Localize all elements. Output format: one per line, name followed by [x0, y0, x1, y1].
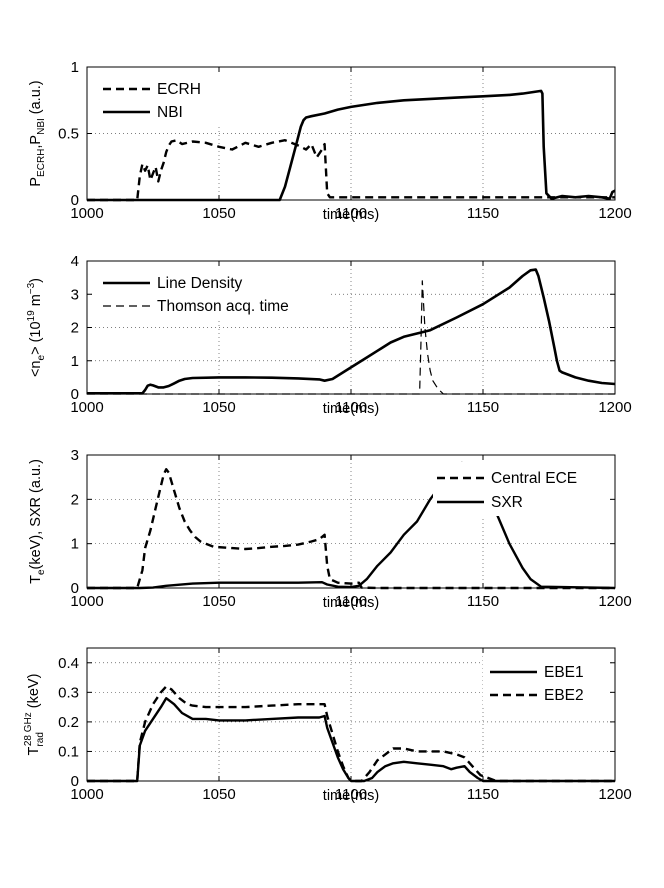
- y-tick-label-3: 3: [71, 286, 79, 303]
- panel-power: 1000 1050 1100 1150 1200 0 0.5 1 time(ms) PECRH…: [28, 59, 632, 223]
- y-axis-label-ebe: Trad28 GHz (keV): [23, 674, 46, 756]
- x-tick-label-1100: 1100: [335, 786, 367, 803]
- series-line-nbi: [87, 89, 616, 202]
- series-line-thomson-acq-time: [87, 280, 615, 395]
- y-axis-label-temperature: Te(keV), SXR (a.u.): [28, 459, 47, 584]
- x-tick-label-1100: 1100: [335, 399, 367, 416]
- grid-power: [87, 67, 615, 200]
- legend-label-central-ece: Central ECE: [491, 470, 577, 487]
- x-tick-label-1200: 1200: [598, 786, 631, 803]
- ticks-density: 1000 1050 1100 1150 1200 0 1 2 3 4: [70, 253, 631, 416]
- x-tick-label-1200: 1200: [598, 205, 631, 222]
- series-group-density: [87, 268, 616, 395]
- x-tick-label-1050: 1050: [202, 786, 235, 803]
- y-axis-label-density: <ne> (1019 m−3): [26, 278, 47, 377]
- series-line-line-density: [87, 268, 616, 395]
- ticks-temperature: 1000 1050 1100 1150 1200 0 1 2 3: [70, 447, 631, 610]
- series-line-ecrh: [87, 138, 615, 202]
- y-tick-label-0: 0: [71, 580, 79, 597]
- x-tick-label-1150: 1150: [467, 399, 499, 416]
- x-tick-label-1200: 1200: [598, 593, 631, 610]
- y-tick-label-1: 1: [71, 353, 79, 370]
- y-tick-label-4: 4: [71, 253, 79, 270]
- x-tick-label-1050: 1050: [202, 593, 235, 610]
- y-tick-label-2: 2: [71, 491, 79, 508]
- legend-label-line-density: Line Density: [157, 275, 243, 292]
- y-tick-label-0: 0: [71, 192, 79, 209]
- y-tick-label-0: 0: [71, 386, 79, 403]
- x-tick-label-1050: 1050: [202, 205, 235, 222]
- panel-temperature: 1000 1050 1100 1150 1200 0 1 2 3 time(ms) Te(keV…: [28, 447, 632, 611]
- series-line-ebe1: [87, 697, 615, 783]
- legend-label-ecrh: ECRH: [157, 81, 201, 98]
- legend-label-sxr: SXR: [491, 494, 523, 511]
- y-tick-label-2: 2: [71, 320, 79, 337]
- x-axis-label-temperature: time(ms): [323, 595, 379, 611]
- panel-density: 1000 1050 1100 1150 1200 0 1 2 3 4 time(ms) <ne> …: [26, 253, 632, 417]
- legend-power: ECRH NBI: [95, 72, 222, 126]
- x-tick-label-1000: 1000: [70, 205, 103, 222]
- x-tick-label-1100: 1100: [335, 593, 367, 610]
- x-axis-label-power: time(ms): [323, 207, 379, 223]
- y-tick-label-3: 3: [71, 447, 79, 464]
- legend-label-nbi: NBI: [157, 104, 183, 121]
- y-tick-label-0-4: 0.4: [58, 655, 79, 672]
- x-tick-label-1200: 1200: [598, 399, 631, 416]
- x-tick-label-1150: 1150: [467, 593, 499, 610]
- y-axis-label-power: PECRH,PNBI (a.u.): [28, 80, 47, 186]
- ticks-ebe: 1000 1050 1100 1150 1200 0 0.1 0.2 0.3 0.4: [58, 648, 632, 803]
- y-tick-label-0-2: 0.2: [58, 714, 79, 731]
- x-tick-label-1150: 1150: [467, 205, 499, 222]
- legend-density: Line Density Thomson acq. time: [95, 266, 330, 320]
- x-axis-label-density: time(ms): [323, 401, 379, 417]
- x-tick-label-1150: 1150: [467, 786, 499, 803]
- series-group-ebe: [87, 685, 615, 783]
- y-tick-label-0-1: 0.1: [58, 743, 79, 760]
- legend-label-thomson: Thomson acq. time: [157, 298, 289, 315]
- legend-ebe: EBE1 EBE2: [483, 655, 608, 707]
- y-tick-label-0-5: 0.5: [58, 126, 79, 143]
- x-tick-label-1000: 1000: [70, 786, 103, 803]
- legend-label-ebe2: EBE2: [544, 687, 584, 704]
- y-tick-label-1: 1: [71, 536, 79, 553]
- panel-ebe: 1000 1050 1100 1150 1200 0 0.1 0.2 0.3 0.4 time(m…: [23, 647, 632, 804]
- x-tick-label-1050: 1050: [202, 399, 235, 416]
- x-tick-label-1000: 1000: [70, 593, 103, 610]
- y-tick-label-1: 1: [71, 59, 79, 76]
- series-line-ebe2: [87, 685, 615, 783]
- legend-temperature: Central ECE SXR: [433, 462, 608, 516]
- x-tick-label-1000: 1000: [70, 399, 103, 416]
- series-line-central-ece: [87, 468, 615, 590]
- series-group-power: [87, 89, 616, 202]
- y-tick-label-0-3: 0.3: [58, 684, 79, 701]
- ticks-power: 1000 1050 1100 1150 1200 0 0.5 1: [58, 59, 632, 222]
- x-tick-label-1100: 1100: [335, 205, 367, 222]
- y-tick-label-0: 0: [71, 773, 79, 790]
- legend-label-ebe1: EBE1: [544, 664, 584, 681]
- x-axis-label-ebe: time(ms): [323, 788, 379, 804]
